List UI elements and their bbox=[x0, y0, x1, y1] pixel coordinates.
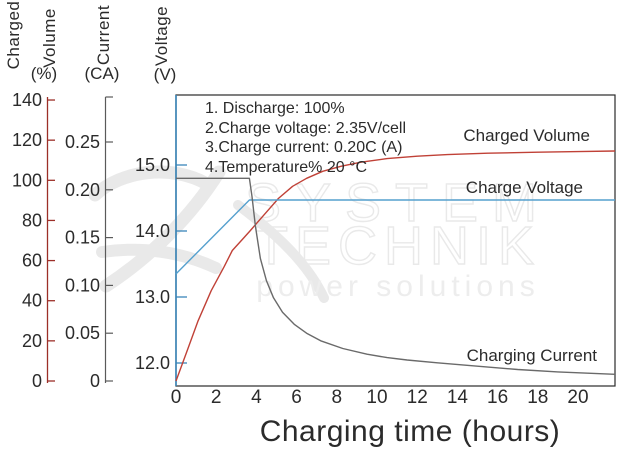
current-axis: 0 0.05 0.10 0.15 0.20 0.25 bbox=[65, 96, 113, 391]
current-tick-label: 0.05 bbox=[65, 323, 100, 343]
current-axis-unit: (CA) bbox=[84, 64, 120, 83]
annotation-line-1: 1. Discharge: 100% bbox=[205, 100, 345, 117]
charging-current-curve-label: Charging Current bbox=[466, 346, 597, 365]
x-tick-label: 4 bbox=[251, 387, 262, 408]
watermark-line-1: SYSTEM bbox=[245, 173, 551, 233]
current-tick-label: 0.10 bbox=[65, 275, 100, 295]
x-tick-label: 12 bbox=[407, 387, 428, 408]
watermark-line-3: power solutions bbox=[256, 270, 539, 303]
charged-volume-axis-unit: (%) bbox=[30, 64, 58, 83]
charged-volume-curve-label: Charged Volume bbox=[463, 126, 590, 145]
charging-current-curve bbox=[176, 177, 616, 375]
watermark-line-2: TECHNIK bbox=[255, 216, 541, 276]
volume-tick-label: 120 bbox=[12, 130, 42, 150]
x-axis-title: Charging time (hours) bbox=[259, 415, 561, 448]
x-tick-label: 20 bbox=[567, 387, 588, 408]
charged-volume-axis-title-line1: Charged bbox=[4, 0, 23, 70]
volume-tick-label: 140 bbox=[12, 90, 42, 110]
test-conditions-annotation: 1. Discharge: 100% 2.Charge voltage: 2.3… bbox=[205, 99, 406, 177]
volume-tick-label: 100 bbox=[12, 170, 42, 190]
volume-tick-label: 40 bbox=[22, 291, 42, 311]
charged-volume-curve bbox=[175, 150, 616, 382]
annotation-line-2: 2.Charge voltage: 2.35V/cell bbox=[205, 119, 407, 137]
charge-voltage-curve bbox=[175, 199, 615, 275]
charged-volume-axis-title-line2: Volume bbox=[40, 8, 59, 68]
charged-volume-axis: 0 20 40 60 80 100 120 140 bbox=[12, 90, 55, 391]
x-tick-label: 0 bbox=[171, 387, 182, 408]
x-axis: 0 2 4 6 8 10 12 14 16 18 20 bbox=[171, 387, 589, 408]
x-tick-label: 2 bbox=[211, 387, 222, 408]
annotation-line-4: 4.Temperature% 20 °C bbox=[205, 158, 368, 176]
voltage-tick-label: 15.0 bbox=[135, 155, 170, 175]
x-tick-label: 16 bbox=[487, 387, 508, 408]
volume-tick-label: 20 bbox=[22, 331, 42, 351]
voltage-axis-title: Voltage bbox=[152, 5, 171, 67]
x-tick-label: 18 bbox=[527, 387, 548, 408]
current-tick-label: 0.25 bbox=[65, 132, 100, 152]
annotation-line-3: 3.Charge current: 0.20C (A) bbox=[205, 139, 403, 156]
volume-tick-label: 60 bbox=[22, 251, 42, 271]
voltage-axis-unit: (V) bbox=[153, 65, 177, 84]
current-tick-label: 0.15 bbox=[65, 228, 100, 248]
voltage-tick-label: 14.0 bbox=[135, 221, 170, 241]
x-tick-label: 6 bbox=[291, 387, 302, 408]
x-tick-label: 14 bbox=[447, 387, 469, 408]
current-tick-label: 0.20 bbox=[65, 180, 100, 200]
current-tick-label: 0 bbox=[90, 371, 100, 391]
voltage-tick-label: 12.0 bbox=[135, 353, 170, 373]
volume-tick-label: 80 bbox=[22, 210, 42, 230]
current-axis-title: Current bbox=[94, 4, 113, 66]
voltage-tick-label: 13.0 bbox=[135, 287, 170, 307]
x-tick-label: 8 bbox=[332, 387, 343, 408]
x-tick-label: 10 bbox=[366, 387, 387, 408]
volume-tick-label: 0 bbox=[32, 371, 42, 391]
voltage-axis: 12.0 13.0 14.0 15.0 bbox=[135, 95, 187, 386]
charge-voltage-curve-label: Charge Voltage bbox=[465, 178, 583, 197]
